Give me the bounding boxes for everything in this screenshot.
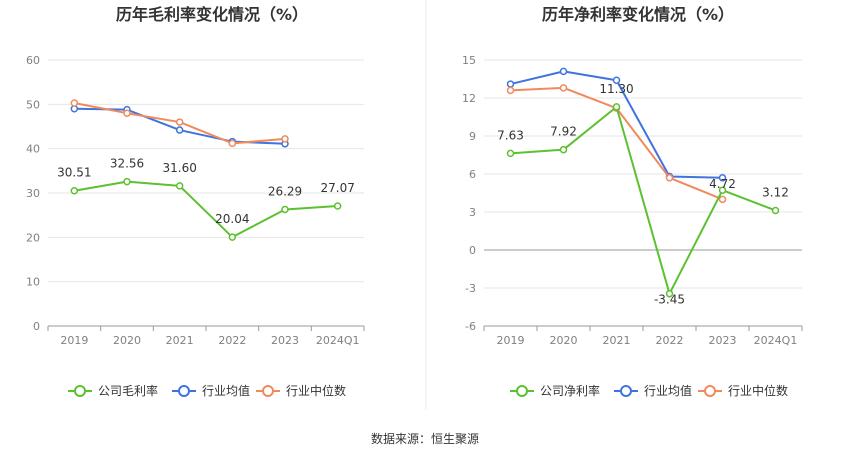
legend-swatch-marker: [178, 385, 190, 397]
legend-label: 公司毛利率: [98, 383, 158, 398]
data-point-company: [665, 289, 674, 298]
gross-margin-chart: 历年毛利率变化情况（%） 0 10 20 30 40 50 60 2019 2020 2021 20…: [26, 5, 365, 398]
legend-label: 行业均值: [202, 383, 250, 398]
data-point-company: [281, 205, 289, 214]
data-point-industry_avg: [559, 67, 568, 76]
y-tick-label: 50: [26, 98, 40, 111]
data-label-company: -3.45: [654, 293, 685, 307]
legend-swatch-marker: [516, 385, 528, 397]
legend-swatch-marker: [620, 385, 632, 397]
y-tick-label: 60: [26, 54, 40, 67]
legend-label: 公司净利率: [540, 383, 600, 398]
y-tick-label: 15: [462, 54, 476, 67]
y-tick-label: 0: [33, 320, 40, 333]
data-label-company: 27.07: [320, 181, 354, 195]
legend-item-company[interactable]: 公司净利率: [510, 383, 600, 398]
x-tick-label: 2023: [271, 334, 299, 347]
legend-item-industry_avg[interactable]: 行业均值: [172, 383, 250, 398]
data-source-text: 数据来源：恒生聚源: [371, 431, 479, 446]
data-label-company: 32.56: [110, 157, 144, 171]
data-point-industry_median: [123, 109, 131, 117]
net-margin-chart-title: 历年净利率变化情况（%）: [542, 5, 734, 24]
x-tick-label: 2020: [550, 334, 578, 347]
data-label-company: 3.12: [762, 185, 789, 199]
data-point-industry_median: [228, 139, 237, 148]
data-label-company: 20.04: [215, 212, 249, 226]
legend-label: 行业中位数: [286, 383, 346, 398]
data-point-company: [333, 202, 342, 210]
x-tick-label: 2024Q1: [316, 334, 360, 347]
data-point-company: [612, 103, 621, 111]
data-point-industry_avg: [506, 80, 515, 88]
data-label-company: 31.60: [162, 161, 196, 175]
gross-margin-chart-title: 历年毛利率变化情况（%）: [116, 5, 308, 24]
y-tick-label: 9: [469, 130, 476, 143]
y-tick-label: 40: [26, 143, 40, 156]
data-point-company: [175, 182, 184, 190]
x-tick-label: 2020: [113, 334, 141, 347]
data-point-company: [718, 186, 727, 194]
data-point-company: [228, 233, 237, 241]
series-line-company: [510, 105, 776, 295]
data-label-company: 4.72: [709, 177, 736, 191]
y-tick-label: 3: [469, 206, 476, 219]
data-point-company: [123, 177, 131, 186]
data-label-company: 26.29: [268, 184, 302, 198]
data-point-industry_avg: [718, 174, 727, 182]
legend-item-industry_median[interactable]: 行业中位数: [256, 383, 346, 398]
y-tick-label: 20: [26, 231, 40, 244]
x-tick-label: 2022: [656, 334, 684, 347]
x-tick-label: 2024Q1: [754, 334, 798, 347]
x-tick-label: 2019: [60, 334, 88, 347]
y-tick-label: -3: [465, 282, 476, 295]
y-tick-label: 6: [469, 168, 476, 181]
data-point-company: [70, 186, 79, 195]
data-point-company: [559, 145, 568, 154]
legend-swatch-marker: [74, 385, 86, 397]
data-point-industry_median: [718, 195, 727, 204]
y-tick-label: 0: [469, 244, 476, 257]
data-point-company: [506, 149, 515, 158]
legend-label: 行业均值: [644, 383, 692, 398]
x-tick-label: 2022: [218, 334, 246, 347]
data-point-industry_median: [559, 84, 568, 92]
legend-swatch-marker: [704, 385, 716, 397]
data-point-industry_median: [506, 86, 515, 95]
data-point-industry_median: [281, 135, 289, 143]
legend-item-industry_median[interactable]: 行业中位数: [698, 383, 788, 398]
series-line-industry_avg: [74, 107, 286, 145]
y-tick-label: 10: [26, 276, 40, 289]
net-margin-chart: 历年净利率变化情况（%） -6 -3 0 3 6 9 12 15 2019 2020 2021 202…: [462, 5, 803, 398]
legend-label: 行业中位数: [728, 383, 788, 398]
data-point-industry_median: [665, 174, 674, 182]
legend-item-company[interactable]: 公司毛利率: [68, 383, 158, 398]
legend-item-industry_avg[interactable]: 行业均值: [614, 383, 692, 398]
data-label-company: 7.63: [497, 128, 524, 142]
data-point-industry_avg: [612, 76, 621, 85]
x-tick-label: 2021: [603, 334, 631, 347]
data-label-company: 11.30: [599, 82, 633, 96]
x-tick-label: 2019: [497, 334, 525, 347]
legend-swatch-marker: [262, 385, 274, 397]
data-point-industry_median: [175, 118, 184, 126]
data-label-company: 30.51: [57, 166, 91, 180]
data-point-industry_avg: [175, 126, 184, 134]
data-label-company: 7.92: [550, 125, 577, 139]
data-point-company: [771, 206, 780, 215]
y-tick-label: 30: [26, 187, 40, 200]
y-tick-label: 12: [462, 92, 476, 105]
series-line-company: [74, 180, 338, 239]
x-tick-label: 2023: [709, 334, 737, 347]
data-point-industry_median: [70, 99, 79, 107]
y-tick-label: -6: [465, 320, 476, 333]
x-tick-label: 2021: [166, 334, 194, 347]
